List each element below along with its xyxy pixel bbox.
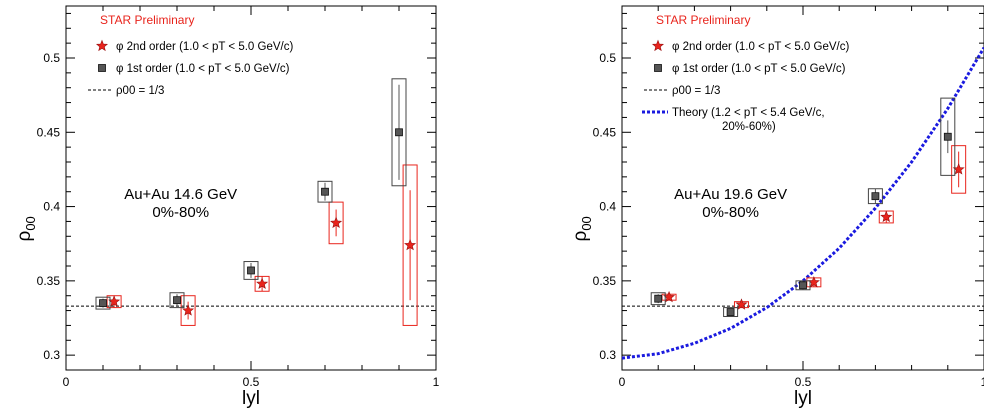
sys-box: [940, 97, 956, 176]
data-point-square: [173, 296, 181, 305]
legend-theory: Theory (1.2 < pT < 5.4 GeV/c,: [672, 107, 825, 119]
legend-star-marker: [651, 39, 665, 52]
legend-theory-cont: 20%-60%): [722, 121, 776, 133]
y-tick-label: 0.5: [599, 51, 616, 65]
y-axis-title-text: ρ00: [14, 216, 38, 241]
data-point-square: [726, 308, 735, 316]
centrality-label: 0%-80%: [152, 204, 209, 221]
x-tick-label: 1: [981, 375, 984, 389]
sys-box: [650, 292, 666, 306]
data-point-square: [654, 294, 663, 303]
legend-star-marker: [95, 39, 109, 52]
legend-second-order: φ 2nd order (1.0 < pT < 5.0 GeV/c): [116, 41, 293, 53]
preliminary-label: STAR Preliminary: [100, 13, 194, 27]
y-tick-label: 0.35: [37, 274, 61, 288]
sys-box: [169, 292, 185, 309]
data-point-square: [321, 187, 329, 196]
y-tick-label: 0.35: [593, 274, 617, 288]
sys-box: [723, 307, 739, 318]
data-point-star: [256, 277, 269, 289]
legend-first-order: φ 1st order (1.0 < pT < 5.0 GeV/c): [116, 63, 290, 75]
legend-reference: ρ00 = 1/3: [116, 85, 164, 97]
sys-box: [180, 295, 196, 326]
y-axis-title: ρ00: [14, 216, 38, 241]
sys-box: [402, 164, 418, 326]
y-tick-label: 0.5: [43, 51, 60, 65]
x-tick-label: 0: [63, 375, 70, 389]
y-tick-label: 0.3: [599, 348, 616, 362]
data-point-star: [404, 238, 417, 251]
sys-box: [951, 145, 967, 194]
y-axis-title: ρ00: [570, 216, 594, 241]
data-point-square: [395, 128, 403, 137]
plot-frame: [65, 5, 437, 371]
data-point-star: [735, 298, 748, 310]
y-tick-label: 0.4: [43, 200, 60, 214]
data-point-square: [871, 192, 880, 201]
chart-panel-2: 0.3 0.35 0.4 0.45 0.5 0 0.5 1 lyl ρ00 STAR Prelimi…: [570, 5, 984, 409]
sys-box: [317, 180, 333, 203]
x-tick-label: 0.5: [243, 375, 260, 389]
x-axis-title: lyl: [794, 388, 812, 409]
preliminary-label: STAR Preliminary: [656, 13, 750, 27]
data-point-square: [247, 266, 255, 275]
system-label: Au+Au 14.6 GeV: [124, 186, 237, 203]
data-point-star: [880, 210, 893, 223]
data-point-square: [799, 281, 807, 290]
x-tick-label: 0.5: [795, 375, 812, 389]
legend-first-order: φ 1st order (1.0 < pT < 5.0 GeV/c): [672, 63, 846, 75]
y-tick-label: 0.4: [599, 200, 616, 214]
data-point-star: [330, 216, 343, 229]
x-axis-title: lyl: [242, 388, 260, 409]
sys-box: [328, 201, 344, 245]
centrality-label: 0%-80%: [702, 204, 759, 221]
legend-square-marker: [98, 64, 106, 72]
data-point-star: [182, 304, 195, 316]
y-axis-title-text: ρ00: [570, 216, 594, 241]
sys-box: [391, 78, 407, 187]
x-tick-label: 0: [619, 375, 626, 389]
chart-panel-1: 0.3 0.35 0.4 0.45 0.5 0 0.5 1 lyl ρ00 STAR Prelimi…: [14, 5, 440, 409]
legend-square-marker: [654, 64, 662, 72]
x-tick-label: 1: [433, 375, 440, 389]
y-tick-label: 0.3: [43, 348, 60, 362]
legend-second-order: φ 2nd order (1.0 < pT < 5.0 GeV/c): [672, 41, 849, 53]
sys-box: [243, 261, 259, 280]
y-tick-label: 0.45: [37, 125, 61, 139]
y-tick-label: 0.45: [593, 125, 617, 139]
system-label: Au+Au 19.6 GeV: [674, 186, 787, 203]
data-point-square: [99, 299, 107, 308]
legend-reference: ρ00 = 1/3: [672, 85, 720, 97]
sys-box: [95, 296, 111, 310]
data-point-square: [943, 132, 952, 141]
